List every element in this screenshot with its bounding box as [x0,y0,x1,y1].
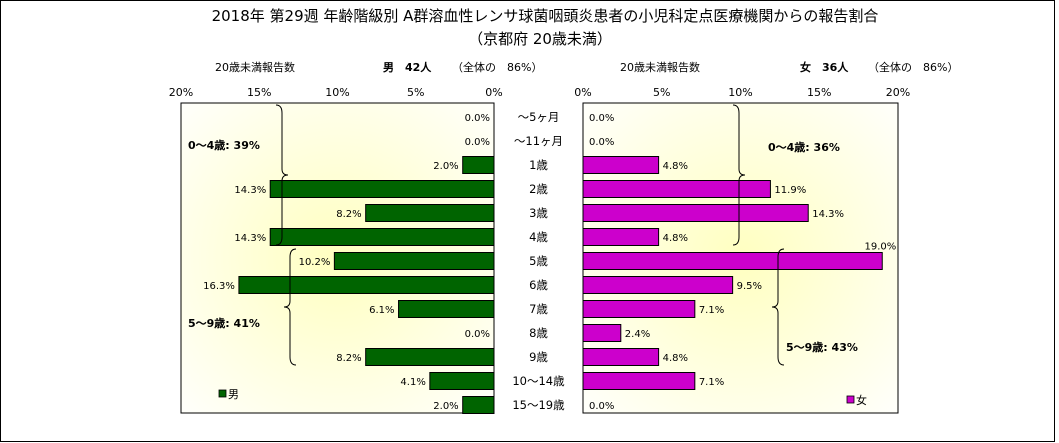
category-label: 9歳 [529,350,548,364]
male-value-label: 0.0% [465,113,490,124]
legend-female-swatch [846,395,855,404]
male-axis-tick: 0% [485,86,502,99]
male-axis-tick: 20% [169,86,193,99]
male-bar [398,300,495,318]
chart-subtitle: （京都府 20歳未満） [468,30,612,48]
category-label: 7歳 [529,302,548,316]
female-axis-tick: 20% [886,86,910,99]
category-label: 15～19歳 [512,398,565,412]
category-label: ～11ヶ月 [514,134,563,148]
category-labels: ～5ヶ月 ～11ヶ月 1歳 2歳 3歳 4歳 5歳 6歳 7歳 8歳 9歳 10～14歳 15～19歳 [512,110,565,412]
female-value-label: 11.9% [774,185,806,196]
male-bracket-0-4 [275,104,289,246]
female-value-label: 2.4% [625,329,650,340]
category-label: 6歳 [529,278,548,292]
chart-title: 2018年 第29週 年齢階級別 A群溶血性レンサ球菌咽頭炎患者の小児科定点医療… [212,7,879,25]
female-bar [582,324,622,342]
female-bar [582,348,660,366]
male-axis-tick: 15% [247,86,271,99]
legend-male-label: 男 [228,388,239,401]
female-bar [582,156,660,174]
female-value-label: 14.3% [812,209,844,220]
female-value-label: 0.0% [589,137,614,148]
male-count: 男 42人 [383,60,432,74]
male-bar [333,252,495,270]
female-group-5-9-label: 5～9歳: 43% [786,340,858,354]
male-bar [269,228,495,246]
male-bar [365,204,495,222]
female-bar [582,276,734,294]
female-value-label: 4.8% [663,353,688,364]
male-bar [238,276,495,294]
male-group-0-4-label: 0～4歳: 39% [188,138,260,152]
legend-male-swatch [218,389,227,398]
male-bar [365,348,495,366]
bars-layer [238,156,883,414]
female-value-label: 7.1% [699,305,724,316]
female-axis-tick: 15% [807,86,831,99]
female-bar [582,204,809,222]
female-bracket-5-9 [771,248,785,366]
category-label: 2歳 [529,182,548,196]
category-label: ～5ヶ月 [518,110,560,124]
male-bar [462,156,495,174]
female-count: 女 36人 [800,60,849,74]
male-value-label: 0.0% [465,329,490,340]
category-label: 10～14歳 [512,374,565,388]
male-value-label: 0.0% [465,137,490,148]
female-bracket-0-4 [732,104,746,246]
female-bar [582,228,660,246]
female-value-label: 0.0% [589,113,614,124]
female-bar [582,180,771,198]
female-bar [582,372,696,390]
category-label: 8歳 [529,326,548,340]
category-label: 5歳 [529,254,548,268]
male-bar [429,372,495,390]
female-value-label: 9.5% [737,281,762,292]
female-axis-tick: 5% [653,86,670,99]
male-axis-tick: 10% [325,86,349,99]
female-bar [582,252,883,270]
female-value-label: 4.8% [663,233,688,244]
category-label: 3歳 [529,206,548,220]
male-value-label: 4.1% [400,377,425,388]
age-group-annotations: 0～4歳: 39% 5～9歳: 41% 0～4歳: 36% 5～9歳: 43% [188,104,858,366]
male-value-label: 14.3% [234,185,266,196]
female-group-0-4-label: 0～4歳: 36% [768,140,840,154]
category-label: 1歳 [529,158,548,172]
female-value-label: 4.8% [663,161,688,172]
male-value-label: 8.2% [336,353,361,364]
category-label: 4歳 [529,230,548,244]
axis-ticks: 0% 0% 5% 5% 10% 10% 15% 15% 20% 20% [169,86,910,99]
male-axis-tick: 5% [407,86,424,99]
male-group-5-9-label: 5～9歳: 41% [188,316,260,330]
male-value-label: 2.0% [433,401,458,412]
female-axis-tick: 0% [574,86,591,99]
male-value-label: 8.2% [336,209,361,220]
female-value-label: 19.0% [864,242,896,253]
female-axis-tick: 10% [728,86,752,99]
male-count-label: 20歳未満報告数 [215,61,295,74]
legend-female-label: 女 [856,393,867,407]
male-bar [462,396,495,414]
male-value-label: 10.2% [299,257,331,268]
male-value-label: 14.3% [234,233,266,244]
female-bar [582,300,696,318]
female-value-label: 0.0% [589,401,614,412]
male-value-label: 6.1% [369,305,394,316]
female-value-label: 7.1% [699,377,724,388]
male-bar [269,180,495,198]
female-share: （全体の 86%） [868,60,958,74]
male-value-label: 2.0% [433,161,458,172]
male-value-label: 16.3% [203,281,235,292]
value-labels: 0.0% 0.0% 0.0% 0.0% 2.0% 4.8% 14.3% 11.9% 8.2% 14… [203,113,896,412]
female-count-label: 20歳未満報告数 [620,61,700,74]
male-bracket-5-9 [283,248,297,366]
male-share: （全体の 86%） [452,60,542,74]
